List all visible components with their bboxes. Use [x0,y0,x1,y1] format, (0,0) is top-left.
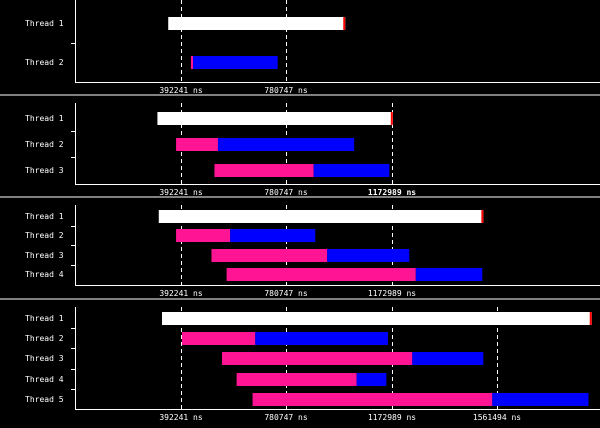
run-segment [193,56,278,69]
thread-end-marker [589,312,592,325]
thread-label: Thread 1 [25,19,64,28]
x-tick-label: 1561494 ns [473,413,521,422]
wait-segment [236,373,357,386]
run-segment [492,393,589,406]
run-segment [327,249,410,262]
thread-label: Thread 3 [25,251,64,260]
thread-label: Thread 1 [25,314,64,323]
thread-label: Thread 2 [25,231,64,240]
x-tick-label: 780747 ns [264,413,308,422]
run-segment [217,138,355,151]
x-tick-label: 392241 ns [159,86,203,95]
thread-bar [162,312,592,325]
thread-label: Thread 1 [25,114,64,123]
wait-segment [176,138,218,151]
wait-segment [176,229,231,242]
thread-label: Thread 3 [25,354,64,363]
thread-label: Thread 3 [25,166,64,175]
x-tick-label: 780747 ns [264,86,308,95]
x-tick-label: 392241 ns [159,413,203,422]
wait-segment [214,164,314,177]
x-tick-label: 1172989 ns [368,289,416,298]
thread-label: Thread 4 [25,375,64,384]
thread-end-marker [481,210,484,223]
thread-label: Thread 2 [25,334,64,343]
wait-segment [211,249,328,262]
wait-segment [190,56,194,69]
run-segment [230,229,316,242]
run-segment [412,352,484,365]
x-tick-label: 780747 ns [264,289,308,298]
thread-label: Thread 2 [25,58,64,67]
thread-label: Thread 2 [25,140,64,149]
wait-segment [182,332,256,345]
timeline-panel-2: Thread 1 Thread 2 Thread 3 392241 ns 780747 … [25,103,600,197]
thread-bar [157,112,393,125]
wait-segment [222,352,413,365]
thread-label: Thread 4 [25,270,64,279]
timeline-panel-4: Thread 1 Thread 2 Thread 3 Thread 4 Thread 5… [25,307,600,422]
run-segment [255,332,388,345]
thread-bar [168,17,346,30]
thread-label: Thread 1 [25,212,64,221]
x-tick-label: 392241 ns [159,289,203,298]
x-tick-label: 1172989 ns [368,188,416,197]
thread-end-marker [390,112,393,125]
x-tick-label: 780747 ns [264,188,308,197]
thread-bar [158,210,484,223]
wait-segment [226,268,416,281]
x-tick-label: 392241 ns [159,188,203,197]
run-segment [356,373,387,386]
thread-label: Thread 5 [25,395,64,404]
wait-segment [252,393,493,406]
thread-end-marker [343,17,346,30]
run-segment [415,268,483,281]
x-tick-label: 1172989 ns [368,413,416,422]
timeline-panel-3: Thread 1 Thread 2 Thread 3 Thread 4 392241 n… [25,205,600,298]
run-segment [313,164,390,177]
timeline-panel-1: Thread 1 Thread 2 392241 ns 780747 ns [25,0,600,95]
